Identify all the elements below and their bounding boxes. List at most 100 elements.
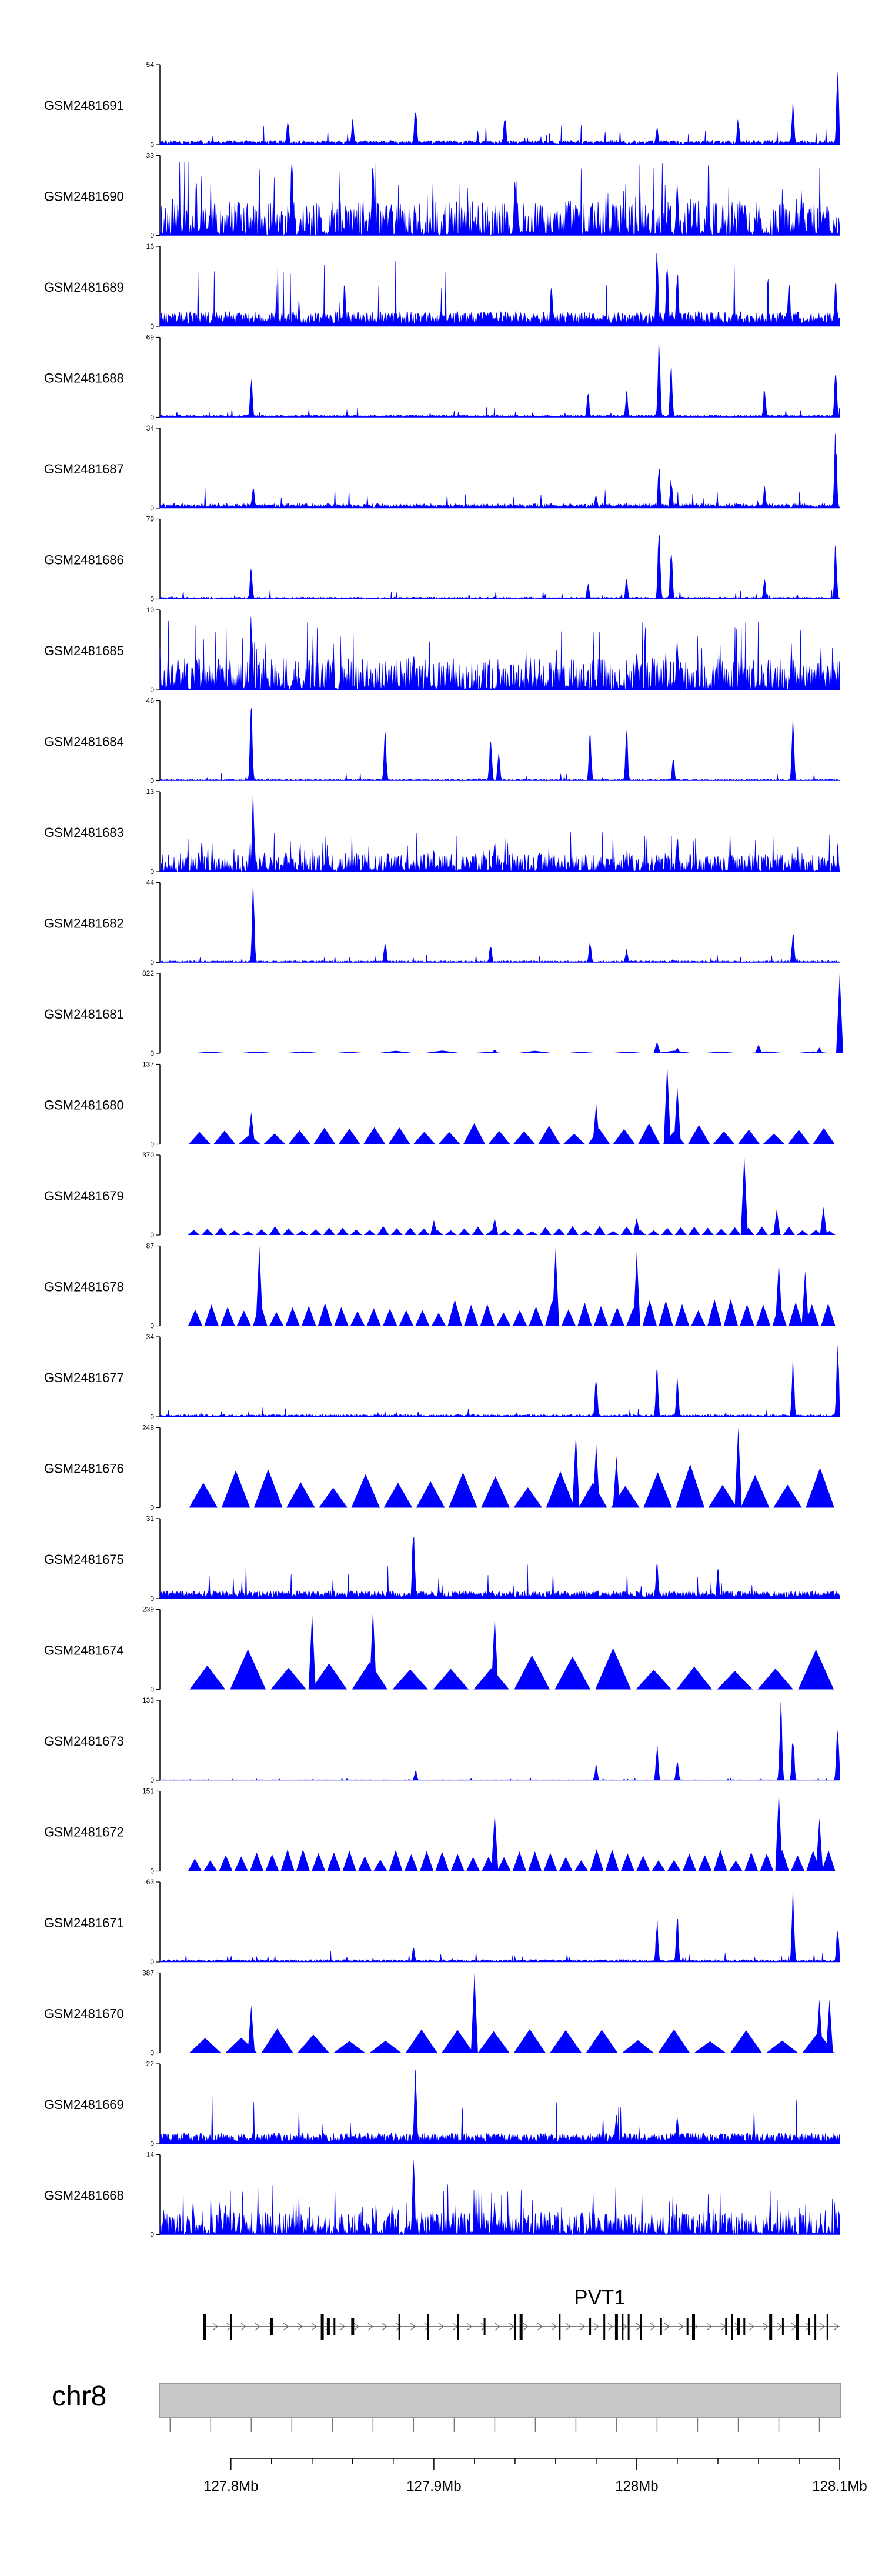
chromosome-ticks <box>169 2418 820 2432</box>
track-GSM2481691: GSM2481691 54 0 <box>44 61 840 149</box>
strand-arrow <box>382 2323 387 2331</box>
track-label: GSM2481688 <box>44 371 124 386</box>
track-label: GSM2481673 <box>44 1734 124 1749</box>
track-label: GSM2481671 <box>44 1916 124 1930</box>
strand-arrow <box>650 2323 656 2331</box>
track-label: GSM2481678 <box>44 1280 124 1294</box>
track-GSM2481683: GSM2481683 13 0 <box>44 788 840 876</box>
coverage-triangles <box>188 1123 835 1144</box>
y-tick-label-zero: 0 <box>150 1867 154 1876</box>
strand-arrow <box>833 2323 839 2331</box>
strand-arrow <box>396 2323 402 2331</box>
gene-name-label: PVT1 <box>574 2286 626 2309</box>
track-GSM2481680: GSM2481680 137 0 <box>44 1060 835 1149</box>
coverage-area <box>159 340 840 418</box>
strand-arrow <box>353 2323 359 2331</box>
y-tick-label-zero: 0 <box>150 504 154 512</box>
exon <box>814 2314 817 2340</box>
track-GSM2481679: GSM2481679 370 0 <box>44 1151 836 1239</box>
track-label: GSM2481676 <box>44 1461 124 1476</box>
coverage-peak <box>820 1207 827 1235</box>
coverage-peak <box>430 1220 437 1235</box>
coverage-area <box>159 535 840 599</box>
strand-arrow <box>480 2323 486 2331</box>
coverage-area <box>159 162 840 236</box>
track-label: GSM2481669 <box>44 2097 124 2112</box>
coverage-triangles <box>188 1299 836 1326</box>
exon <box>333 2318 336 2335</box>
track-GSM2481669: GSM2481669 22 0 <box>44 2060 840 2148</box>
y-tick-label-zero: 0 <box>150 1049 154 1057</box>
exon <box>781 2318 784 2335</box>
track-label: GSM2481675 <box>44 1552 124 1567</box>
coverage-peak <box>491 1049 499 1053</box>
coverage-peak <box>836 973 843 1053</box>
x-tick-label: 128Mb <box>615 2478 658 2494</box>
track-GSM2481686: GSM2481686 79 0 <box>44 515 840 603</box>
y-tick-label-zero: 0 <box>150 1322 154 1330</box>
y-tick-label-max: 54 <box>146 61 155 69</box>
track-label: GSM2481683 <box>44 825 124 840</box>
y-tick-label-zero: 0 <box>150 413 154 422</box>
coverage-peak <box>592 1103 600 1144</box>
coverage-peak <box>826 1999 833 2053</box>
y-tick-label-zero: 0 <box>150 1140 154 1149</box>
coverage-peak <box>775 1262 783 1326</box>
exon <box>589 2318 592 2335</box>
strand-arrow <box>495 2323 500 2331</box>
track-label: GSM2481672 <box>44 1825 124 1840</box>
coverage-area <box>159 708 840 781</box>
strand-arrow <box>523 2323 529 2331</box>
exon <box>731 2314 733 2340</box>
y-tick-label-zero: 0 <box>150 1504 154 1512</box>
y-tick-label-zero: 0 <box>150 1413 154 1421</box>
x-tick-label: 127.8Mb <box>203 2478 258 2494</box>
y-tick-label-max: 33 <box>146 152 155 160</box>
coverage-peak <box>552 1247 559 1326</box>
y-tick-label-max: 151 <box>142 1787 154 1796</box>
strand-arrow <box>410 2323 416 2331</box>
coverage-peak <box>816 1818 823 1871</box>
y-tick-label-zero: 0 <box>150 2140 154 2148</box>
coverage-peak <box>572 1433 580 1508</box>
signal-tracks: GSM2481691540GSM2481690330GSM2481689160G… <box>44 61 843 2239</box>
track-label: GSM2481681 <box>44 1007 124 1022</box>
y-tick-label-zero: 0 <box>150 322 154 331</box>
coverage-peak <box>633 1217 640 1235</box>
exon <box>230 2314 232 2340</box>
coverage-peak <box>816 1999 823 2053</box>
y-tick-label-zero: 0 <box>150 1231 154 1239</box>
y-tick-label-max: 34 <box>146 424 155 432</box>
chromosome-label: chr8 <box>52 2381 106 2412</box>
y-tick-label-max: 13 <box>146 788 155 796</box>
coverage-peak <box>491 1616 499 1690</box>
y-tick-label-zero: 0 <box>150 141 154 149</box>
coverage-area <box>159 433 840 509</box>
y-tick-label-zero: 0 <box>150 1776 154 1784</box>
chromosome-bar <box>159 2383 841 2418</box>
track-GSM2481684: GSM2481684 46 0 <box>44 697 840 785</box>
track-label: GSM2481668 <box>44 2188 124 2203</box>
x-tick-label: 127.9Mb <box>406 2478 461 2494</box>
coverage-area <box>159 71 840 145</box>
coverage-peak <box>755 1045 762 1053</box>
coverage-triangles <box>188 1849 836 1871</box>
coverage-triangles <box>189 2028 834 2053</box>
track-label: GSM2481686 <box>44 553 124 568</box>
y-tick-label-max: 822 <box>142 969 154 977</box>
exon <box>622 2314 624 2340</box>
y-tick-label-max: 10 <box>146 606 155 614</box>
exon <box>519 2314 523 2340</box>
track-GSM2481673: GSM2481673 133 0 <box>44 1696 840 1784</box>
track-GSM2481688: GSM2481688 69 0 <box>44 333 840 422</box>
track-label: GSM2481687 <box>44 462 124 476</box>
track-GSM2481672: GSM2481672 151 0 <box>44 1787 836 1876</box>
chromosome-axis: chr8 127.8Mb 127.9Mb 128Mb 128.1Mb <box>52 2381 867 2494</box>
coverage-peak <box>592 1443 600 1508</box>
track-label: GSM2481677 <box>44 1370 124 1385</box>
exon <box>796 2314 799 2340</box>
track-GSM2481681: GSM2481681 822 0 <box>44 969 843 1057</box>
track-label: GSM2481689 <box>44 280 124 295</box>
strand-arrow <box>622 2323 627 2331</box>
